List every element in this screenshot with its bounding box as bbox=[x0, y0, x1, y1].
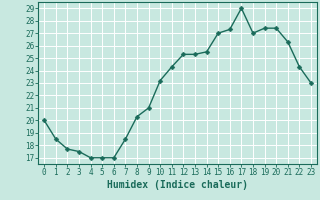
X-axis label: Humidex (Indice chaleur): Humidex (Indice chaleur) bbox=[107, 180, 248, 190]
